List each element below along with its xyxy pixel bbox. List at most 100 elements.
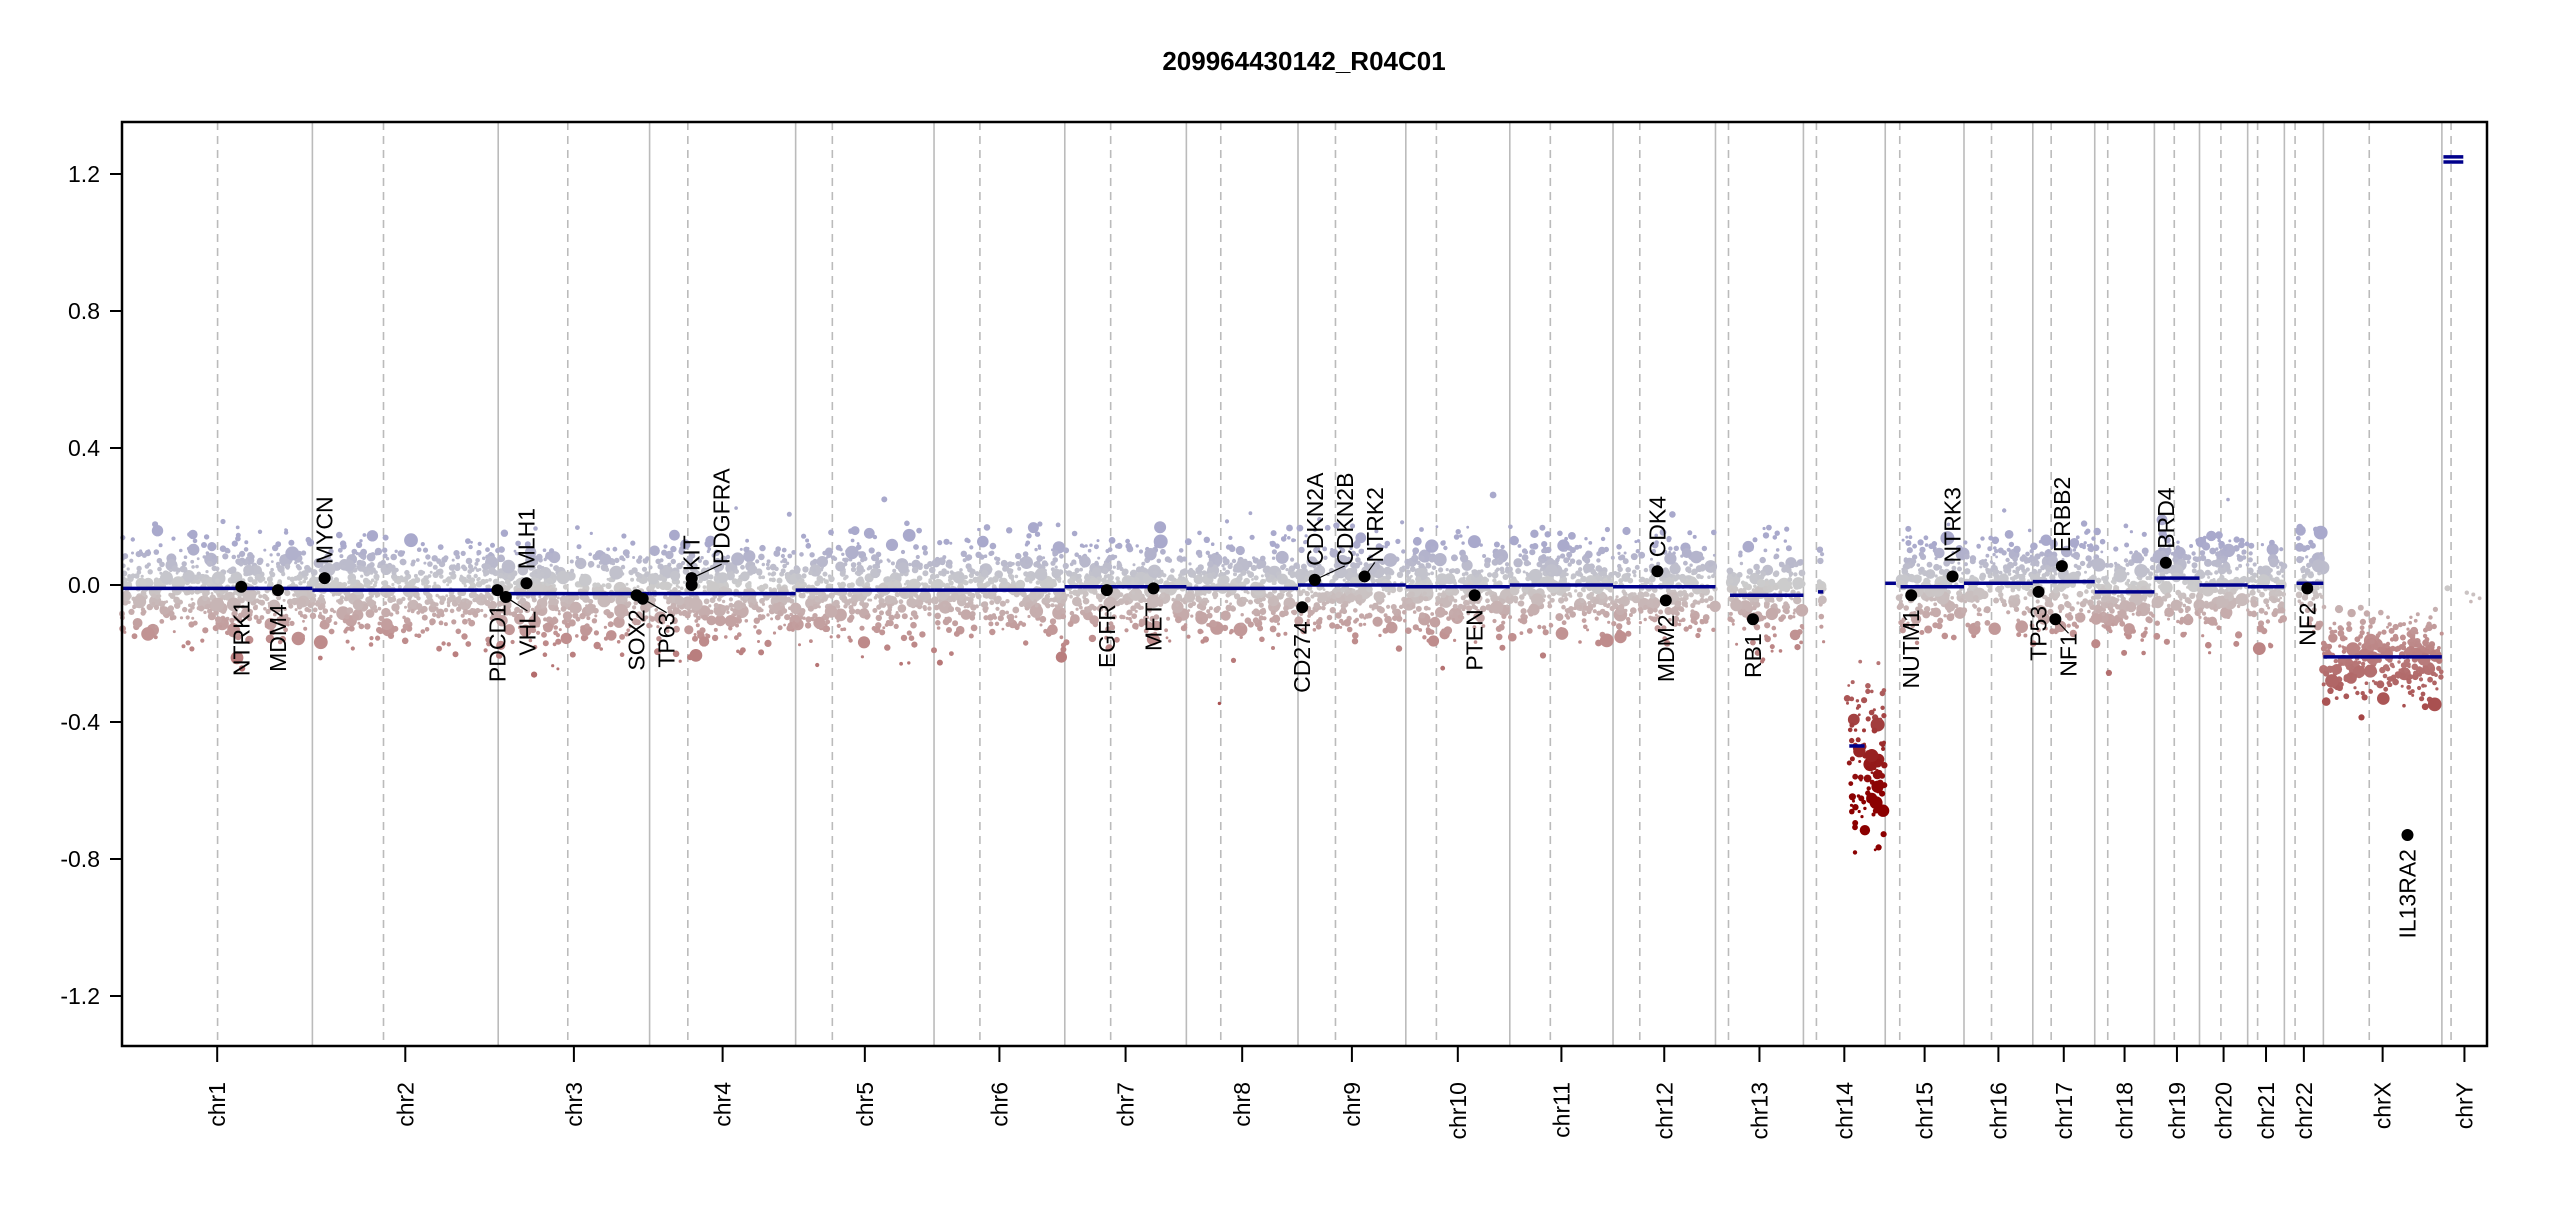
probe-point [1200, 639, 1205, 644]
probe-point [1105, 558, 1110, 563]
probe-point [1107, 565, 1110, 568]
probe-point [1773, 571, 1779, 577]
probe-point [1628, 578, 1634, 584]
probe-point [1296, 565, 1300, 569]
probe-point [1771, 650, 1774, 653]
probe-point [193, 539, 198, 544]
probe-point [1881, 747, 1885, 751]
probe-point [1773, 535, 1778, 540]
probe-point [128, 609, 134, 615]
probe-point [1656, 562, 1660, 566]
probe-point [895, 592, 900, 597]
probe-point [447, 579, 452, 584]
probe-point [919, 631, 925, 637]
probe-point [1050, 618, 1056, 624]
probe-point [948, 606, 954, 612]
probe-point [363, 533, 367, 537]
probe-point [1616, 595, 1619, 598]
probe-point [1251, 565, 1257, 571]
probe-point [892, 569, 896, 573]
probe-point [1560, 553, 1565, 558]
probe-point [861, 600, 865, 604]
probe-point [1568, 532, 1576, 540]
probe-point [258, 594, 262, 598]
probe-point [1056, 606, 1061, 611]
probe-point [404, 533, 418, 547]
probe-point [244, 547, 249, 552]
probe-point [1508, 595, 1511, 598]
probe-point [693, 613, 698, 618]
probe-point [851, 539, 855, 543]
probe-point [964, 538, 969, 543]
probe-point [1353, 619, 1357, 623]
probe-point [260, 615, 265, 620]
probe-point [396, 580, 401, 585]
probe-point [832, 602, 835, 605]
probe-point [841, 553, 844, 556]
probe-point [1402, 610, 1407, 615]
probe-point [847, 583, 852, 588]
probe-point [1035, 568, 1048, 581]
probe-point [417, 547, 422, 552]
probe-point [1556, 627, 1569, 640]
probe-point [1873, 708, 1876, 711]
probe-point [1453, 604, 1458, 609]
probe-point [1667, 573, 1671, 577]
probe-point [197, 557, 200, 560]
probe-point [1085, 544, 1088, 547]
probe-point [534, 606, 539, 611]
probe-point [1627, 573, 1631, 577]
probe-point [470, 567, 475, 572]
probe-point [802, 617, 805, 620]
probe-point [1233, 563, 1243, 573]
probe-point [637, 585, 640, 588]
probe-point [966, 554, 972, 560]
probe-point [172, 565, 179, 572]
probe-point [363, 578, 369, 584]
probe-point [1419, 527, 1424, 532]
probe-point [1521, 608, 1527, 614]
probe-point [207, 583, 211, 587]
probe-point [1188, 603, 1193, 608]
probe-point [1366, 586, 1373, 593]
probe-point [899, 599, 904, 604]
probe-point [207, 542, 216, 551]
probe-point [350, 578, 357, 585]
probe-point [481, 598, 484, 601]
probe-point [1527, 628, 1533, 634]
probe-point [758, 554, 765, 561]
probe-point [1618, 604, 1624, 610]
probe-point [1184, 592, 1195, 603]
probe-point [845, 546, 858, 559]
probe-point [579, 564, 583, 568]
probe-point [632, 556, 635, 559]
probe-point [1056, 652, 1067, 663]
probe-point [276, 564, 280, 568]
probe-point [658, 564, 663, 569]
probe-point [1322, 601, 1327, 606]
probe-point [836, 545, 842, 551]
probe-point [936, 613, 941, 618]
probe-point [714, 628, 718, 632]
probe-point [382, 580, 388, 586]
probe-point [1753, 537, 1758, 542]
probe-point [1730, 589, 1734, 593]
probe-point [1395, 539, 1400, 544]
probe-point [276, 553, 280, 557]
probe-point [1638, 593, 1644, 599]
probe-point [659, 558, 663, 562]
probe-point [825, 548, 833, 556]
probe-point [1413, 624, 1419, 630]
probe-point [1674, 546, 1679, 551]
probe-point [608, 586, 611, 589]
probe-point [707, 616, 717, 626]
probe-point [1872, 728, 1878, 734]
probe-point [1026, 533, 1031, 538]
probe-point [864, 602, 869, 607]
probe-point [468, 564, 472, 568]
probe-point [719, 588, 722, 591]
probe-point [1549, 572, 1552, 575]
probe-point [1595, 565, 1602, 572]
probe-point [1875, 769, 1878, 772]
probe-point [710, 597, 716, 603]
